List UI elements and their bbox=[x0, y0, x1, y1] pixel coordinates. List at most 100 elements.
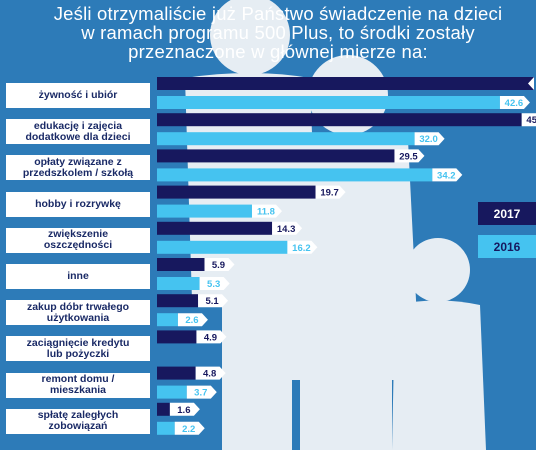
category-label-line: remont domu / bbox=[41, 373, 115, 386]
category-label: inne bbox=[6, 264, 150, 289]
bar-2017 bbox=[157, 185, 316, 199]
category-label-line: przedszkolem / szkołą bbox=[22, 166, 134, 179]
bar-2017 bbox=[157, 330, 197, 344]
bar-value-label: 42.6 bbox=[505, 98, 524, 109]
adult-silhouette-body-right bbox=[282, 134, 420, 450]
category-label-text: zwiększenie oszczędności bbox=[44, 229, 112, 251]
category-label-line: użytkowania bbox=[46, 311, 110, 324]
category-label-line: spłatę zaległych bbox=[37, 409, 119, 422]
legend-item-2016: 2016 bbox=[478, 235, 536, 258]
chart-title: Jeśli otrzymaliście już Państwo świadcze… bbox=[20, 4, 536, 61]
category-label-text: remont domu / mieszkania bbox=[42, 374, 115, 396]
bar-value-tag bbox=[287, 240, 318, 254]
category-label-text: inne bbox=[67, 271, 89, 282]
bar-2017 bbox=[157, 366, 196, 380]
bar-value-tag bbox=[174, 421, 205, 435]
bar-2017 bbox=[157, 294, 199, 308]
bar-value-tag bbox=[499, 96, 530, 109]
bar-value-label: 5.1 bbox=[205, 296, 219, 307]
title-line: Jeśli otrzymaliście już Państwo świadcze… bbox=[53, 3, 503, 24]
bar-2016 bbox=[157, 385, 187, 399]
bar-value-label: 45.3 bbox=[526, 115, 536, 126]
category-label-line: mieszkania bbox=[49, 384, 107, 397]
bar-value-tag bbox=[186, 385, 217, 399]
category-label: edukację i zajęcia dodatkowe dla dzieci bbox=[6, 119, 150, 145]
bar-value-label: 2.6 bbox=[185, 315, 198, 326]
category-label-text: zakup dóbr trwałego użytkowania bbox=[26, 300, 130, 324]
category-label-line: żywność i ubiór bbox=[38, 89, 118, 101]
category-label-text: opłaty związane z przedszkolem / szkołą bbox=[22, 155, 134, 179]
bar-value-label: 2.2 bbox=[182, 424, 195, 435]
bar-value-tag bbox=[204, 258, 235, 271]
bar-value-label: 4.8 bbox=[203, 369, 216, 380]
category-label-line: hobby i rozrywkę bbox=[35, 197, 121, 210]
category-label: hobby i rozrywkę bbox=[6, 191, 150, 217]
bar-value-tag bbox=[177, 313, 208, 327]
bar-value-tag bbox=[199, 277, 230, 290]
bar-value-tag bbox=[251, 204, 282, 218]
bar-value-tag bbox=[195, 366, 226, 380]
bar-value-label: 1.6 bbox=[177, 405, 190, 416]
bar-value-tag bbox=[198, 294, 229, 308]
bar-2017 bbox=[157, 221, 273, 235]
bar-value-label: 19.7 bbox=[320, 188, 339, 199]
bar-value-tag bbox=[394, 149, 425, 163]
child-silhouette-body bbox=[392, 300, 486, 450]
bar-2016 bbox=[157, 421, 175, 435]
bar-value-label: 11.8 bbox=[257, 207, 275, 218]
bar-value-label: 34.2 bbox=[437, 170, 456, 181]
bar-2017 bbox=[157, 258, 205, 271]
title-line: przeznaczone w głównej mierze na: bbox=[128, 41, 428, 62]
category-label-line: opłaty związane z bbox=[34, 155, 122, 168]
category-label-line: zakup dóbr trwałego bbox=[26, 300, 130, 313]
category-label-line: zaciągnięcie kredytu bbox=[26, 336, 130, 349]
bar-overflow-arrow bbox=[528, 77, 534, 90]
bar-value-label: 14.3 bbox=[277, 224, 296, 235]
bar-2016 bbox=[157, 204, 252, 218]
category-label-line: dodatkowe dla dzieci bbox=[25, 130, 131, 143]
bar-value-tag bbox=[414, 132, 445, 146]
category-label-line: zobowiązań bbox=[48, 420, 108, 433]
legend-item-2017: 2017 bbox=[478, 202, 536, 225]
bar-value-tag bbox=[272, 221, 303, 235]
legend-label: 2016 bbox=[493, 239, 521, 254]
adult-silhouette-head-left bbox=[210, 0, 290, 75]
legend-label: 2017 bbox=[493, 206, 521, 221]
title-line: w ramach programu 500 Plus, to środki zo… bbox=[81, 22, 475, 43]
bar-2017 bbox=[157, 149, 395, 163]
bar-2016 bbox=[157, 240, 288, 254]
bar-value-label: 32.0 bbox=[419, 134, 438, 145]
bar-value-label: 16.2 bbox=[292, 243, 311, 254]
category-label-line: oszczędności bbox=[43, 239, 113, 252]
category-label: zakup dóbr trwałego użytkowania bbox=[6, 300, 150, 326]
bar-value-tag bbox=[315, 185, 346, 199]
bar-2017 bbox=[157, 113, 522, 127]
bar-value-label: 29.5 bbox=[399, 151, 418, 162]
bar-value-tag bbox=[196, 330, 227, 344]
bar-2017 bbox=[157, 77, 534, 90]
category-label-line: zwiększenie bbox=[47, 228, 109, 241]
bar-value-tag bbox=[521, 113, 536, 127]
bar-2017 bbox=[157, 402, 170, 416]
category-label-text: hobby i rozrywkę bbox=[35, 197, 121, 210]
bar-value-tag bbox=[169, 402, 200, 416]
category-label: zwiększenie oszczędności bbox=[6, 227, 150, 253]
bar-value-label: 5.3 bbox=[207, 279, 220, 290]
bar-2016 bbox=[157, 132, 415, 146]
category-label: opłaty związane z przedszkolem / szkołą bbox=[6, 155, 150, 181]
bar-value-tag bbox=[432, 168, 463, 182]
category-label-line: lub pożyczki bbox=[46, 347, 110, 360]
bar-2016 bbox=[157, 168, 433, 182]
category-label-text: żywność i ubiór bbox=[39, 90, 118, 101]
bar-value-label: 3.7 bbox=[194, 388, 207, 399]
category-label-text: spłatę zaległych zobowiązań bbox=[38, 410, 119, 432]
bar-value-label: 4.9 bbox=[204, 332, 217, 343]
bar-2016 bbox=[157, 96, 500, 109]
bar-2016 bbox=[157, 277, 200, 290]
category-label: spłatę zaległych zobowiązań bbox=[6, 408, 150, 434]
category-label-text: edukację i zajęcia dodatkowe dla dzieci bbox=[25, 119, 131, 143]
category-label-line: edukację i zajęcia bbox=[33, 119, 123, 132]
bar-value-label: 5.9 bbox=[212, 260, 225, 271]
child-silhouette-head bbox=[406, 238, 470, 302]
